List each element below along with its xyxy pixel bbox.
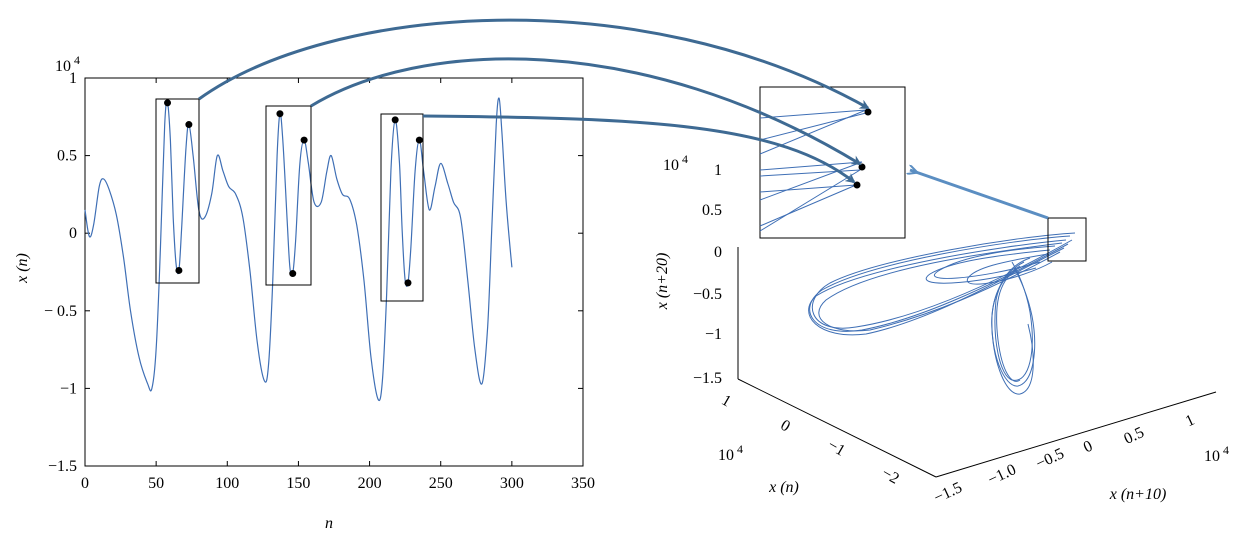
marked-point — [175, 266, 183, 274]
y-axis-label: x (n) — [14, 253, 31, 284]
y-tick-label: − 0.5 — [44, 303, 77, 320]
arrow-box3-to-inset — [422, 114, 856, 184]
y-axis-label-3d: x (n+10) — [1109, 486, 1167, 503]
marked-point — [300, 136, 308, 144]
x-tick-labels: 0 50 100 150 200 250 300 350 — [81, 475, 595, 492]
x-tick-label: 0 — [81, 475, 89, 492]
x-scale-exp: 4 — [737, 442, 743, 456]
marked-point — [415, 136, 423, 144]
x-tick-label-3d: −1 — [825, 436, 848, 459]
x-tick-label: 150 — [286, 475, 310, 492]
highlight-box-3 — [380, 113, 424, 302]
y-tick-label-3d: 0.5 — [1121, 424, 1146, 448]
marked-points — [164, 99, 423, 287]
z-axis-label: x (n+20) — [654, 253, 671, 311]
x-tick-label-3d: 0 — [778, 417, 793, 436]
x-tick-labels-3d: 10−1−2 — [719, 392, 902, 488]
y-tick-label-3d: 1 — [1183, 412, 1197, 431]
x-tick-label: 50 — [148, 475, 164, 492]
inset-point-2 — [858, 163, 866, 171]
z-tick-label: 1 — [714, 162, 722, 179]
y-tick-label: 0 — [69, 225, 77, 242]
z-scale-base: 10 — [663, 157, 679, 174]
marked-point — [391, 116, 399, 124]
arrow-box1-to-inset — [198, 18, 870, 110]
x-tick-label: 200 — [358, 475, 382, 492]
inset-point-1 — [864, 108, 872, 116]
y-scale-exp: 4 — [1223, 443, 1229, 457]
x-tick-label-3d: −2 — [879, 464, 902, 487]
y-tick-labels: 1 0.5 0 − 0.5 −1 −1.5 — [44, 70, 77, 475]
connector-arrows — [198, 18, 1049, 220]
z-scale-exp: 4 — [682, 152, 688, 166]
z-tick-label: 0.5 — [702, 202, 722, 219]
y-tick-label: 1 — [69, 70, 77, 87]
z-tick-label: −1 — [705, 326, 722, 343]
y-tick-label: −1 — [60, 380, 77, 397]
y-scale-base: 10 — [1204, 448, 1220, 465]
series-line — [84, 97, 513, 402]
z-tick-label: 0 — [714, 244, 722, 261]
y-tick-label: 0.5 — [57, 148, 77, 165]
selection-box-small — [1047, 217, 1087, 262]
y-axis-line — [935, 391, 1217, 478]
x-axis-line — [737, 378, 937, 478]
zoom-inset — [759, 86, 906, 239]
arrow-selection-to-inset — [910, 170, 1049, 220]
attractor-trajectory — [808, 232, 1076, 395]
marked-point — [276, 110, 284, 118]
x-tick-label: 100 — [215, 475, 239, 492]
y-tick-label-3d: −1.5 — [931, 479, 964, 507]
phase-space-plot: 10.50−0.5−1−1.5 10−1−2 −1.5−1.0−0.5 0 0.51… — [654, 152, 1229, 507]
marked-point — [185, 121, 193, 129]
x-tick-label-3d: 1 — [719, 392, 734, 411]
x-tick-label: 350 — [571, 475, 595, 492]
y-tick-label-3d: 0 — [1081, 438, 1095, 457]
y-tick-label-3d: −1.0 — [985, 461, 1018, 489]
arrow-box2-to-inset — [310, 57, 862, 166]
marked-point — [164, 99, 172, 107]
x-tick-label: 250 — [429, 475, 453, 492]
x-axis-label-3d: x (n) — [768, 479, 799, 496]
z-tick-label: −1.5 — [693, 370, 722, 387]
y-tick-label: −1.5 — [48, 458, 77, 475]
marked-point — [289, 270, 297, 278]
time-series-plot: 0 50 100 150 200 250 300 350 1 0.5 0 − 0.5 −1 −1.5 1… — [14, 53, 595, 532]
y-scale-label: 10 4 — [55, 53, 80, 75]
highlight-box-2 — [265, 105, 312, 286]
plot-frame — [84, 77, 584, 467]
highlight-box-1 — [155, 98, 200, 284]
marked-point — [404, 279, 412, 287]
left-tick-marks — [84, 77, 584, 467]
inset-frame — [759, 86, 906, 239]
inset-point-3 — [853, 181, 861, 189]
scale-exp: 4 — [74, 53, 80, 67]
y-tick-label-3d: −0.5 — [1033, 445, 1066, 473]
z-tick-labels: 1 0.5 0 −0.5 −1 −1.5 — [693, 162, 722, 387]
x-scale-base: 10 — [718, 447, 734, 464]
z-tick-label: −0.5 — [693, 286, 722, 303]
x-scale-label: 10 4 — [718, 442, 743, 464]
scale-base: 10 — [55, 58, 71, 75]
y-scale-label-3d: 10 4 — [1204, 443, 1229, 465]
x-axis-label: n — [325, 515, 333, 532]
x-tick-label: 300 — [500, 475, 524, 492]
z-scale-label: 10 4 — [663, 152, 688, 174]
